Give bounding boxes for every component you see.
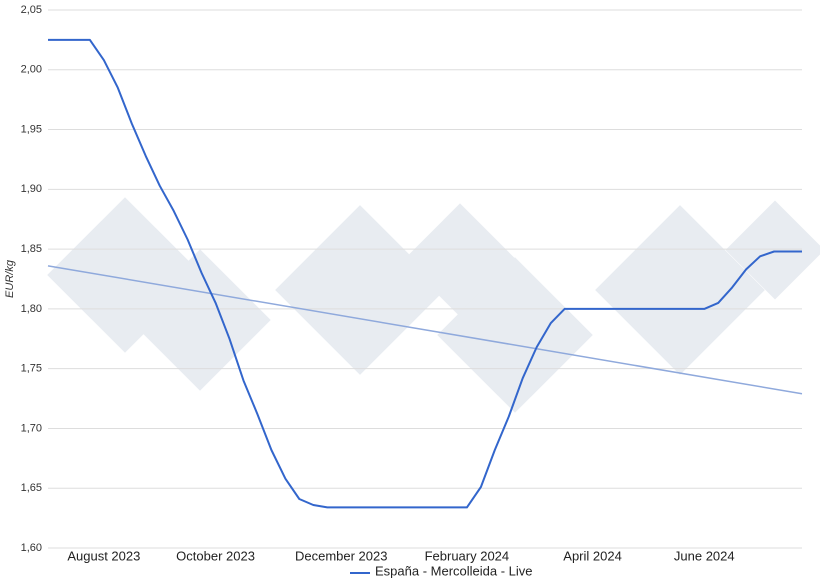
- y-tick-label: 1,65: [21, 482, 42, 494]
- x-tick-label: December 2023: [295, 548, 388, 563]
- x-tick-label: April 2024: [563, 548, 622, 563]
- x-tick-label: August 2023: [67, 548, 140, 563]
- data-line: [48, 38, 802, 509]
- y-tick-label: 1,60: [21, 542, 42, 554]
- y-tick-label: 1,75: [21, 363, 42, 375]
- y-tick-label: 1,85: [21, 243, 42, 255]
- y-tick-label: 1,95: [21, 123, 42, 135]
- legend-label: España - Mercolleida - Live: [375, 563, 533, 578]
- trend-line: [47, 265, 803, 395]
- x-tick-label: February 2024: [425, 548, 510, 563]
- x-tick-label: June 2024: [674, 548, 735, 563]
- y-axis-label: EUR/kg: [4, 259, 16, 298]
- y-tick-label: 2,05: [21, 4, 42, 16]
- y-tick-label: 1,80: [21, 303, 42, 315]
- watermark: [47, 197, 820, 413]
- y-tick-label: 1,70: [21, 422, 42, 434]
- y-tick-label: 2,00: [21, 64, 42, 76]
- y-tick-label: 1,90: [21, 183, 42, 195]
- x-tick-label: October 2023: [176, 548, 255, 563]
